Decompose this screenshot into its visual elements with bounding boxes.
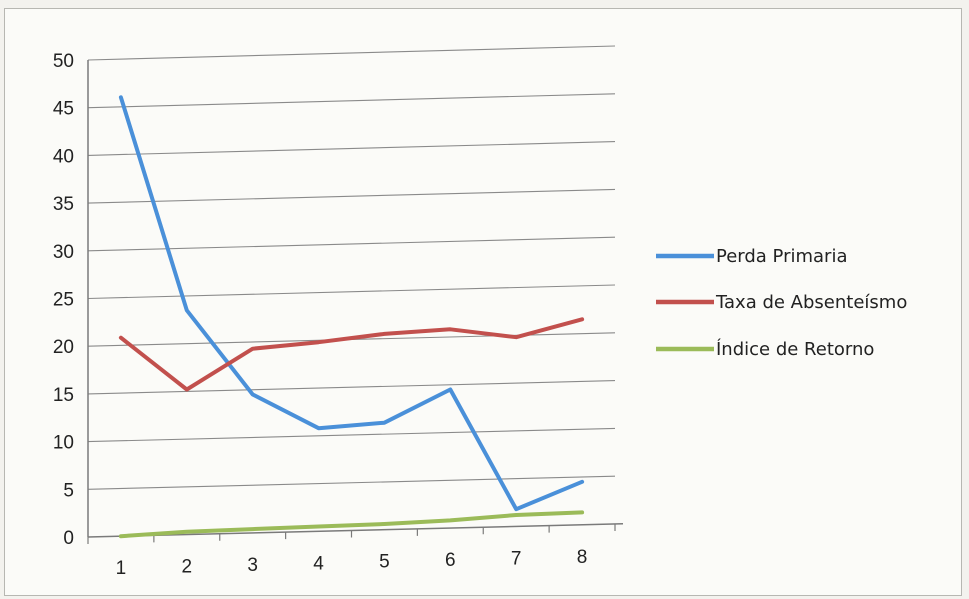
gridlines: [87, 45, 616, 490]
y-tick-label: 15: [53, 385, 74, 406]
x-axis-line: [87, 523, 624, 538]
x-tick-label: 8: [577, 547, 588, 568]
gridline: [87, 284, 616, 300]
legend: Perda Primaria Taxa de Absenteísmo Índice …: [656, 246, 907, 360]
y-tick-label: 0: [63, 528, 74, 549]
legend-label: Taxa de Absenteísmo: [715, 292, 907, 313]
gridline: [87, 236, 616, 252]
series-lines: [118, 95, 585, 539]
gridline: [87, 380, 616, 395]
x-tick-label: 3: [247, 555, 258, 576]
x-tick-label: 4: [313, 553, 324, 574]
x-tick-label: 2: [182, 557, 193, 578]
y-tick-label: 20: [53, 337, 74, 358]
series-line-3: [118, 510, 585, 539]
legend-label: Perda Primaria: [716, 246, 847, 267]
series-line-1: [118, 95, 585, 512]
x-tick-label: 5: [379, 552, 390, 573]
gridline: [87, 45, 616, 61]
y-tick-label: 5: [63, 480, 74, 501]
y-tick-label: 30: [53, 242, 74, 263]
gridline: [87, 93, 616, 109]
gridline: [87, 427, 616, 443]
gridline: [87, 188, 616, 204]
y-tick-label: 40: [53, 146, 74, 167]
y-tick-label: 10: [53, 433, 74, 454]
x-tick-label: 1: [116, 558, 127, 579]
axes: [87, 60, 624, 538]
gridline: [87, 141, 616, 156]
y-tick-label: 50: [53, 51, 74, 72]
legend-label: Índice de Retorno: [716, 338, 874, 360]
x-tick-label: 6: [445, 550, 456, 571]
x-tick-labels: 1 2 3 4 5 6 7 8: [87, 524, 616, 579]
y-tick-label: 35: [53, 194, 74, 215]
series-line-2: [118, 317, 585, 392]
y-tick-label: 45: [53, 99, 74, 120]
x-tick-label: 7: [511, 548, 522, 569]
y-tick-label: 25: [53, 290, 74, 311]
gridline: [87, 475, 616, 490]
y-tick-labels: 0 5 10 15 20 25 30 35 40 45 50: [53, 51, 74, 549]
